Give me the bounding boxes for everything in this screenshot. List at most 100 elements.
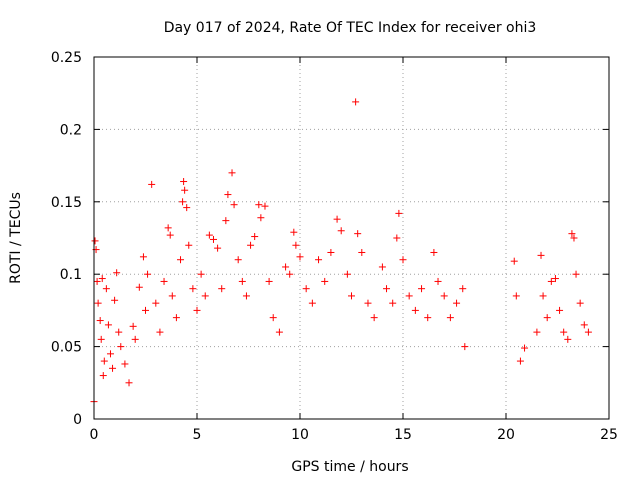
ticks: 0 5 10 15 20 25 0 0.05 0.1 0.15 0.2 0.25 [51,50,618,443]
data-point [125,379,133,387]
y-tick-label: 0 [73,412,82,428]
x-tick-label: 25 [600,427,618,443]
data-point [205,231,213,239]
data-point [193,306,201,314]
x-tick-label: 0 [90,427,99,443]
data-point [238,277,246,285]
plot-frame [93,56,610,420]
data-point [337,227,345,235]
data-point [228,169,236,177]
data-point [218,285,226,293]
data-point [370,314,378,322]
data-point [383,285,391,293]
data-point [510,257,518,265]
data-point [568,230,576,238]
data-point [172,314,180,322]
data-point [97,335,105,343]
data-point [424,314,432,322]
data-point [142,306,149,314]
data-point [106,350,114,358]
data-point [242,292,250,300]
data-point [251,233,259,241]
data-point [234,256,242,264]
data-point [261,202,269,210]
y-tick-label: 0.25 [51,50,82,66]
data-point [102,285,110,293]
data-point [104,321,112,329]
data-point [164,224,172,232]
data-point [576,299,584,307]
data-point [148,180,156,188]
data-point [389,299,397,307]
data-point [411,306,419,314]
data-point [156,328,164,336]
x-tick-label: 5 [193,427,202,443]
data-point [580,321,588,329]
data-point [96,317,104,325]
data-point [539,292,547,300]
data-point [214,244,222,252]
data-point [393,234,401,242]
y-tick-label: 0.05 [51,340,82,356]
data-point [222,217,230,225]
data-point [144,270,152,278]
data-point [440,292,448,300]
data-point [533,328,541,336]
data-point [179,198,187,206]
data-point [461,343,469,351]
data-point [135,283,143,291]
data-point [354,230,362,238]
data-point [94,299,102,307]
data-point [115,328,123,336]
data-point [327,248,335,256]
data-point [551,275,559,283]
data-point [99,372,107,380]
data-point [352,98,360,106]
data-point [434,277,442,285]
data-point [189,285,197,293]
data-point [166,231,174,239]
data-point [446,314,454,322]
data-point [584,328,592,336]
data-point [453,299,461,307]
data-point [121,360,129,368]
data-point [378,263,386,271]
x-axis-title: GPS time / hours [291,459,408,475]
data-point [570,234,578,242]
data-point [333,215,341,223]
y-tick-label: 0.2 [60,122,82,138]
data-point [516,357,524,365]
data-point [113,269,121,277]
y-tick-label: 0.1 [60,267,82,283]
data-point [302,285,310,293]
data-point [183,204,191,212]
data-point [572,270,580,278]
data-point [315,256,323,264]
data-point [139,253,147,261]
data-point [269,314,277,322]
y-axis-title: ROTI / TECUs [8,192,24,284]
data-point [321,277,329,285]
data-point [100,357,108,365]
y-tick-label: 0.15 [51,195,82,211]
data-point [296,253,304,261]
data-point [201,292,209,300]
data-point [418,285,426,293]
data-point [180,178,188,186]
data-point [152,299,160,307]
data-point [547,277,555,285]
data-point [109,364,117,372]
x-tick-label: 20 [497,427,515,443]
data-point [358,248,366,256]
data-point [395,209,403,217]
data-point [257,214,265,222]
data-point [286,270,294,278]
data-point [282,263,290,271]
data-point [399,256,407,264]
data-point [93,277,101,285]
data-point [209,235,217,243]
data-point [185,241,193,249]
data-point [117,343,125,351]
x-tick-label: 15 [394,427,412,443]
chart-title: Day 017 of 2024, Rate Of TEC Index for r… [164,20,537,36]
